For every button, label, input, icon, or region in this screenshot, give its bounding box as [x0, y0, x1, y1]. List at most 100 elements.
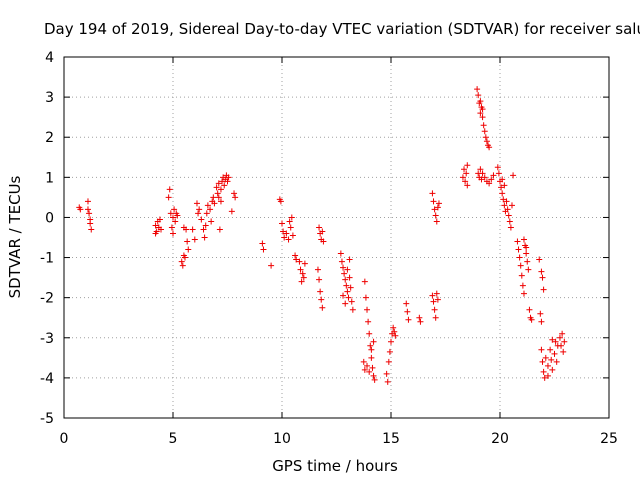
data-point — [314, 266, 321, 273]
data-point — [340, 292, 347, 299]
data-point — [167, 210, 174, 217]
axis-ticks — [63, 56, 610, 419]
data-point — [362, 294, 369, 301]
y-tick-label: 3 — [45, 90, 54, 106]
data-point — [480, 122, 487, 129]
data-point — [180, 224, 187, 231]
data-point — [179, 262, 186, 269]
data-point — [515, 246, 522, 253]
data-point — [214, 190, 221, 197]
data-point — [178, 258, 185, 265]
data-point — [259, 240, 266, 247]
data-point — [536, 256, 543, 263]
data-point — [300, 274, 307, 281]
data-point — [297, 266, 304, 273]
data-point — [200, 226, 207, 233]
data-point — [464, 162, 471, 169]
data-point — [429, 190, 436, 197]
data-point — [540, 286, 547, 293]
data-point — [152, 230, 159, 237]
data-point — [503, 198, 510, 205]
data-point — [87, 220, 94, 227]
data-point — [277, 198, 284, 205]
data-point — [369, 364, 376, 371]
data-point — [475, 92, 482, 99]
data-point — [479, 170, 486, 177]
x-tick-labels: 0 5 10 15 20 25 — [60, 431, 618, 447]
data-point — [556, 334, 563, 341]
data-point — [320, 238, 327, 245]
y-tick-label: -2 — [40, 291, 54, 307]
y-tick-label: 1 — [45, 170, 54, 186]
data-point — [549, 336, 556, 343]
data-point — [433, 218, 440, 225]
data-point — [299, 270, 306, 277]
data-point — [482, 134, 489, 141]
data-point — [544, 372, 551, 379]
x-axis-label: GPS time / hours — [272, 457, 398, 475]
data-point — [152, 222, 159, 229]
x-tick-label: 5 — [169, 431, 178, 447]
data-point — [174, 212, 181, 219]
data-point — [490, 172, 497, 179]
data-point — [540, 368, 547, 375]
data-point — [538, 268, 545, 275]
data-point — [268, 262, 275, 269]
x-tick-label: 15 — [382, 431, 400, 447]
data-point — [337, 250, 344, 257]
data-point — [215, 180, 222, 187]
y-tick-label: 2 — [45, 130, 54, 146]
data-point — [203, 210, 210, 217]
data-point — [560, 348, 567, 355]
data-point — [341, 270, 348, 277]
data-point — [208, 218, 215, 225]
data-point — [165, 194, 172, 201]
x-tick-label: 10 — [273, 431, 291, 447]
data-point — [342, 300, 349, 307]
data-point — [346, 256, 353, 263]
data-point — [477, 110, 484, 117]
data-point — [429, 292, 436, 299]
data-point — [319, 228, 326, 235]
data-point — [364, 362, 371, 369]
data-point — [319, 304, 326, 311]
data-point — [84, 198, 91, 205]
data-point — [198, 216, 205, 223]
data-point — [486, 180, 493, 187]
data-point — [213, 184, 220, 191]
data-point — [280, 228, 287, 235]
data-point — [405, 316, 412, 323]
data-point — [404, 308, 411, 315]
data-point — [88, 226, 95, 233]
data-point — [171, 206, 178, 213]
data-point — [201, 234, 208, 241]
data-point — [384, 378, 391, 385]
data-point — [368, 346, 375, 353]
data-point — [193, 200, 200, 207]
data-point — [210, 194, 217, 201]
data-point — [508, 202, 515, 209]
data-point — [388, 338, 394, 345]
data-point — [77, 206, 84, 213]
data-point — [514, 238, 521, 245]
data-point — [505, 212, 512, 219]
data-point — [528, 316, 535, 323]
data-point — [281, 234, 288, 241]
data-point — [544, 362, 551, 369]
data-point — [430, 198, 437, 205]
data-point — [541, 374, 548, 381]
data-point — [432, 212, 439, 219]
data-point — [361, 366, 368, 373]
data-point — [551, 350, 558, 357]
data-point — [232, 194, 239, 201]
data-point — [344, 266, 351, 273]
data-point — [217, 186, 224, 193]
data-point — [479, 106, 486, 113]
data-point — [364, 306, 371, 313]
y-tick-label: -5 — [40, 411, 54, 427]
data-point — [360, 358, 367, 365]
data-point — [463, 170, 470, 177]
data-point — [507, 224, 514, 231]
y-tick-label: 4 — [45, 50, 54, 66]
data-point — [474, 86, 481, 93]
